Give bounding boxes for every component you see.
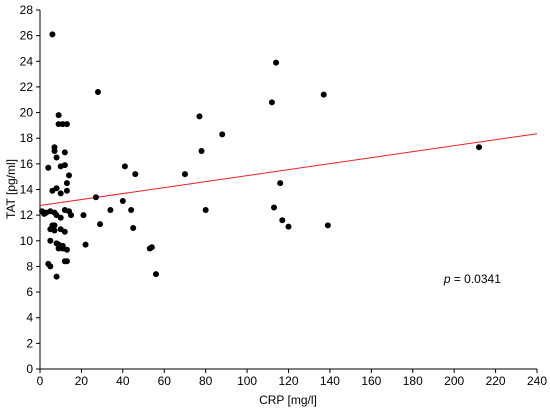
data-point (324, 222, 331, 229)
x-tick-label: 0 (37, 374, 44, 388)
data-point (82, 241, 89, 248)
data-point (279, 217, 286, 224)
data-point (68, 212, 75, 219)
data-point (80, 212, 87, 219)
data-point (53, 185, 60, 192)
p-symbol: p (443, 272, 451, 286)
data-point (61, 149, 68, 156)
data-point (107, 207, 114, 214)
data-point (63, 121, 70, 128)
data-point (476, 144, 483, 151)
x-axis-title: CRP [mg/l] (259, 393, 317, 407)
data-point (63, 246, 70, 253)
data-points (39, 31, 483, 280)
data-point (181, 171, 188, 178)
regression-line (39, 133, 538, 207)
data-point (45, 164, 52, 171)
data-point (202, 207, 209, 214)
data-point (59, 121, 66, 128)
data-point (119, 198, 126, 205)
data-point (128, 207, 135, 214)
data-point (273, 59, 280, 66)
x-ticks: 0 20 40 60 80 100 120 140 160 180 200 220 240 (37, 369, 547, 388)
data-point (57, 214, 64, 221)
data-point (92, 194, 99, 201)
data-point (130, 224, 137, 231)
data-point (132, 171, 139, 178)
p-value-text: = 0.0341 (451, 272, 502, 286)
data-point (51, 222, 58, 229)
x-tick-label: 200 (444, 374, 464, 388)
y-tick-label: 20 (20, 106, 34, 120)
data-point (121, 163, 128, 170)
data-point (61, 162, 68, 169)
data-point (152, 271, 159, 278)
y-tick-label: 14 (20, 183, 34, 197)
data-point (198, 148, 205, 155)
data-point (53, 154, 60, 161)
data-point (196, 113, 203, 120)
p-value-annotation: p = 0.0341 (443, 272, 501, 286)
x-tick-label: 40 (116, 374, 130, 388)
y-tick-label: 24 (20, 54, 34, 68)
y-axis-title: TAT [pg/ml] (4, 159, 18, 219)
data-point (51, 227, 58, 234)
data-point (148, 244, 155, 251)
x-tick-label: 60 (158, 374, 172, 388)
y-tick-label: 8 (26, 259, 33, 273)
data-point (61, 228, 68, 235)
plot-area: 0 20 40 60 80 100 120 140 160 180 200 220 240 024681… (20, 3, 548, 388)
x-tick-label: 160 (361, 374, 381, 388)
x-tick-label: 20 (75, 374, 89, 388)
data-point (277, 180, 284, 187)
data-point (47, 263, 54, 270)
data-point (268, 99, 275, 106)
x-tick-label: 80 (199, 374, 213, 388)
y-tick-label: 10 (20, 234, 34, 248)
data-point (94, 89, 101, 96)
x-tick-label: 180 (403, 374, 423, 388)
data-point (55, 112, 62, 119)
data-point (97, 221, 104, 228)
y-tick-label: 0 (26, 362, 33, 376)
y-tick-label: 28 (20, 3, 34, 17)
x-tick-label: 220 (486, 374, 506, 388)
data-point (65, 172, 72, 179)
data-point (47, 237, 54, 244)
data-point (53, 273, 60, 280)
data-point (63, 187, 70, 194)
data-point (285, 223, 292, 230)
data-point (55, 121, 62, 128)
data-point (63, 180, 70, 187)
data-point (57, 190, 64, 197)
data-point (51, 144, 58, 151)
y-tick-label: 16 (20, 157, 34, 171)
data-point (59, 242, 66, 249)
y-tick-label: 18 (20, 131, 34, 145)
y-tick-label: 22 (20, 80, 34, 94)
y-tick-label: 12 (20, 208, 34, 222)
x-tick-label: 240 (527, 374, 547, 388)
y-tick-label: 26 (20, 29, 34, 43)
x-tick-label: 120 (278, 374, 298, 388)
y-tick-label: 4 (26, 311, 33, 325)
data-point (63, 258, 70, 265)
y-tick-label: 6 (26, 285, 33, 299)
x-tick-label: 100 (237, 374, 257, 388)
data-point (219, 131, 226, 138)
x-tick-label: 140 (320, 374, 340, 388)
data-point (320, 91, 327, 98)
y-tick-label: 2 (26, 336, 33, 350)
data-point (271, 204, 278, 211)
data-point (49, 31, 56, 38)
